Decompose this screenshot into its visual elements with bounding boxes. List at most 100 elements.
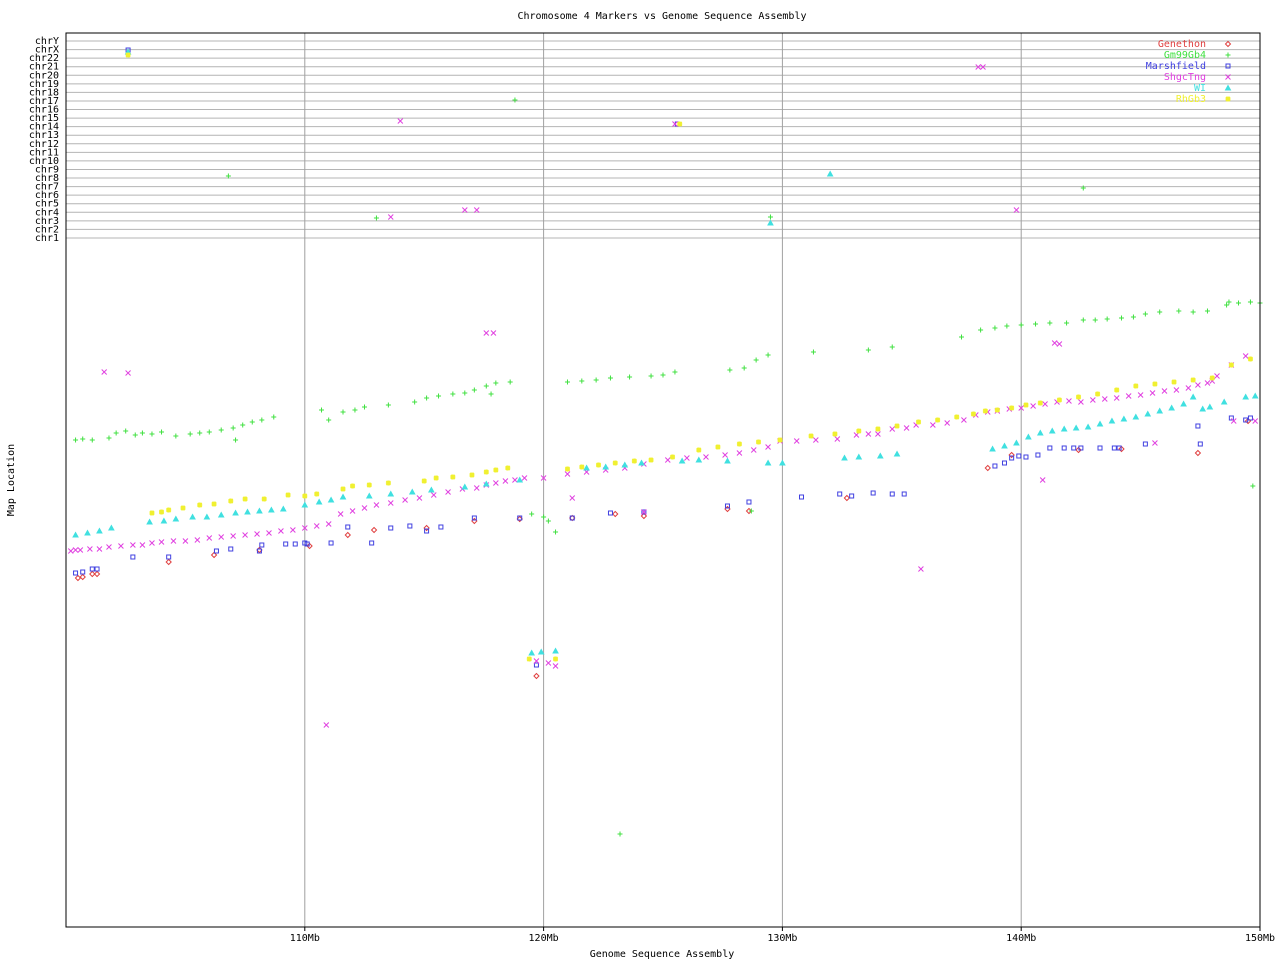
data-point: [648, 457, 654, 463]
data-point: [727, 367, 733, 373]
data-point: [279, 505, 287, 512]
data-point: [1075, 394, 1082, 400]
data-point: [1204, 308, 1210, 314]
data-point: [314, 491, 320, 497]
chrom-row-label: chr12: [29, 139, 59, 150]
data-point: [139, 430, 145, 436]
data-point: [166, 554, 172, 560]
data-point: [132, 432, 138, 438]
data-point: [1168, 404, 1175, 411]
data-point: [765, 352, 771, 358]
data-point: [552, 656, 559, 662]
data-point: [1171, 379, 1177, 385]
data-point: [1016, 453, 1022, 459]
data-point: [664, 457, 671, 463]
data-point: [482, 480, 490, 487]
data-point: [612, 460, 618, 466]
data-point: [1072, 424, 1080, 431]
data-point: [203, 513, 211, 520]
data-point: [541, 514, 547, 520]
data-point: [1060, 425, 1068, 432]
data-point: [564, 379, 570, 385]
data-point: [158, 509, 165, 515]
data-point: [1061, 445, 1067, 451]
data-point: [1047, 445, 1053, 451]
data-point: [149, 540, 155, 546]
data-point: [1247, 415, 1253, 421]
data-point: [1204, 380, 1211, 386]
legend-marker: [1224, 40, 1232, 48]
chrom-row-label: chr8: [35, 173, 59, 184]
x-tick-label: 110Mb: [290, 933, 320, 944]
data-point: [1195, 423, 1201, 429]
data-point: [1189, 393, 1197, 400]
data-point: [564, 471, 571, 477]
data-point: [1095, 391, 1101, 397]
data-point: [992, 463, 998, 469]
data-point: [533, 662, 539, 668]
series-shgctng: [67, 64, 1259, 728]
data-point: [1156, 407, 1164, 414]
data-point: [325, 521, 332, 527]
data-point: [1116, 445, 1122, 451]
data-point: [1152, 440, 1158, 446]
data-point: [373, 215, 379, 221]
data-point: [189, 513, 196, 520]
data-point: [319, 407, 325, 413]
data-point: [488, 391, 494, 397]
data-point: [1071, 445, 1077, 451]
chrom-row-label: chr17: [29, 96, 59, 107]
data-point: [812, 437, 819, 443]
data-point: [1185, 385, 1192, 391]
chart-title: Chromosome 4 Markers vs Genome Sequence …: [518, 11, 807, 22]
data-point: [292, 541, 298, 547]
data-point: [471, 515, 477, 521]
chrom-row-label: chr9: [35, 164, 59, 175]
chrom-row-label: chr11: [29, 147, 59, 158]
data-point: [1108, 417, 1116, 424]
data-point: [283, 541, 289, 547]
data-point: [1250, 483, 1256, 489]
data-point: [978, 327, 984, 333]
data-point: [755, 439, 762, 445]
data-point: [130, 554, 136, 560]
data-point: [89, 437, 95, 443]
chromosome-row-labels: chr1chr2chr3chr4chr5chr6chr7chr8chr9chr1…: [29, 36, 59, 244]
data-point: [397, 118, 404, 124]
data-point: [242, 496, 248, 502]
data-point: [569, 495, 576, 501]
data-point: [935, 417, 941, 423]
data-point: [1036, 429, 1044, 436]
data-point: [385, 402, 391, 408]
data-point: [387, 500, 394, 506]
data-point: [67, 548, 74, 554]
data-point: [1247, 356, 1254, 362]
data-point: [160, 517, 168, 524]
legend-marker: [1224, 84, 1232, 91]
data-point: [1096, 420, 1104, 427]
legend-label: RhGb3: [1176, 94, 1206, 105]
data-point: [340, 409, 346, 415]
chrom-row-label: chr19: [29, 79, 59, 90]
x-tick-label: 150Mb: [1245, 933, 1275, 944]
data-point: [564, 466, 571, 472]
data-point: [1001, 442, 1008, 449]
data-point: [313, 523, 320, 529]
data-point: [256, 548, 262, 554]
data-point: [1009, 405, 1015, 411]
data-point: [254, 531, 260, 537]
data-point: [256, 507, 263, 514]
data-point: [1101, 396, 1108, 402]
data-point: [1251, 392, 1259, 399]
data-point: [621, 461, 629, 468]
data-point: [206, 535, 213, 541]
data-point: [1236, 300, 1242, 306]
data-point: [1142, 311, 1148, 317]
data-point: [130, 542, 136, 548]
data-point: [362, 404, 367, 410]
data-point: [612, 510, 619, 518]
data-point: [483, 330, 490, 336]
data-point: [1018, 405, 1025, 411]
data-point: [826, 170, 834, 177]
data-point: [695, 456, 703, 463]
